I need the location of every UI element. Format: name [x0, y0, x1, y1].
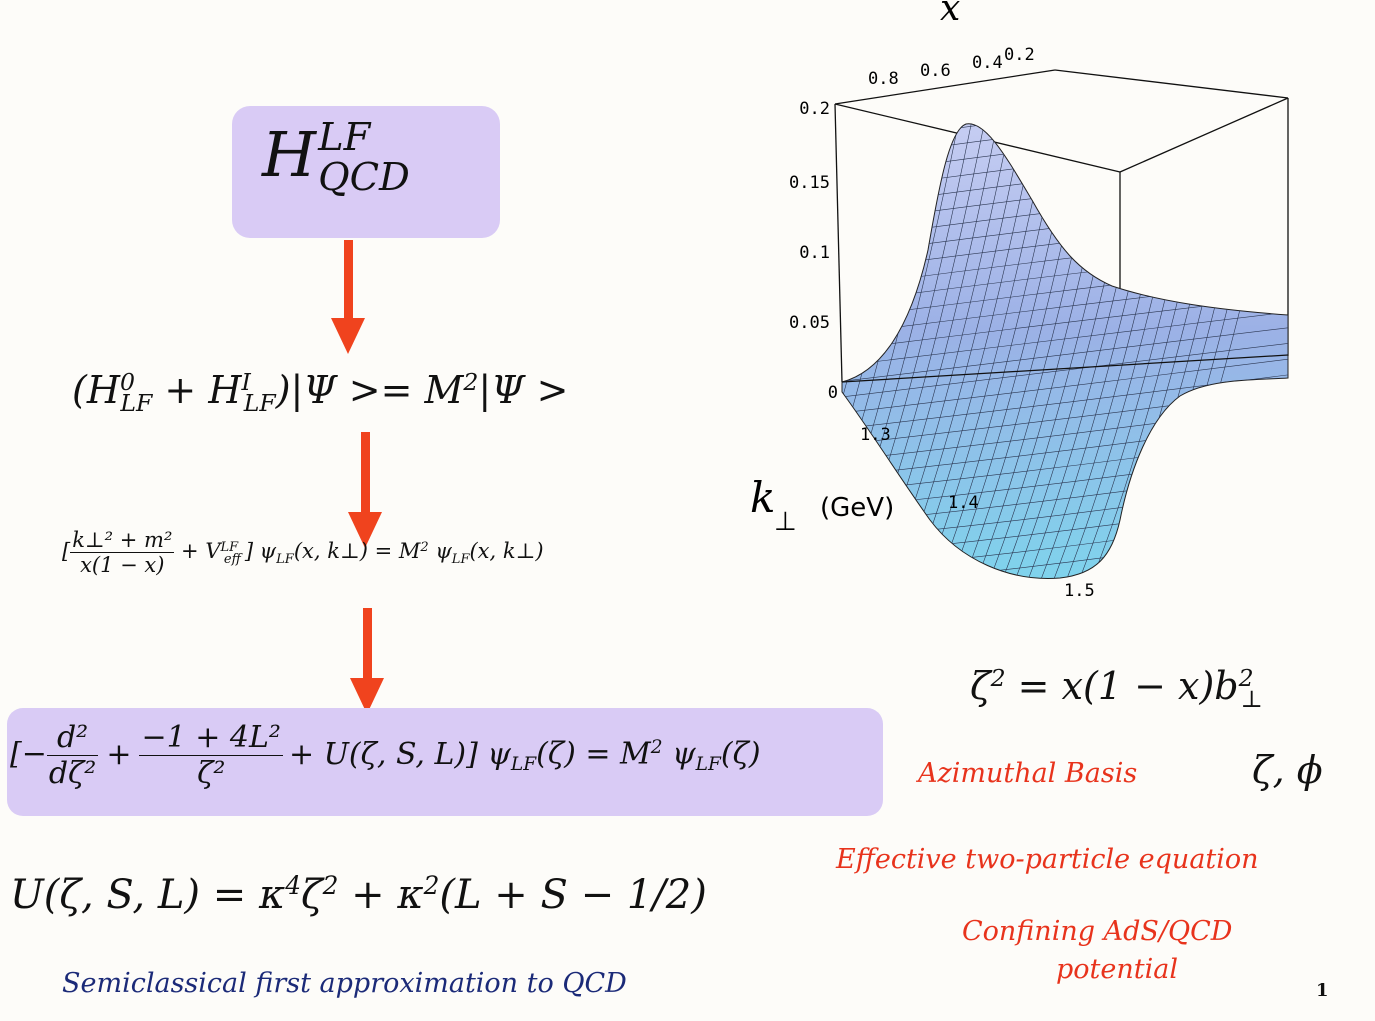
mesh-line	[842, 138, 1288, 199]
azimuthal-variables: ζ, ϕ	[1252, 748, 1323, 792]
lf-wave-equation: [k⊥² + m² x(1 − x) + VLFeff] ψLF(x, k⊥) =…	[62, 528, 544, 577]
hamiltonian-label: H LF QCD	[262, 115, 410, 201]
mesh-line	[842, 123, 1288, 183]
second-derivative: d² dζ²	[46, 720, 99, 791]
x-axis-label: x	[940, 0, 960, 29]
arrow-2-shaft	[361, 432, 370, 514]
mesh-line	[842, 123, 1288, 152]
z-tick-label: 0.15	[789, 173, 830, 193]
effective-equation-label: Effective two-particle equation	[836, 844, 1259, 875]
x-tick-label: 0.8	[868, 69, 899, 89]
z-tick-label: 0.1	[799, 243, 830, 263]
arrow-3-shaft	[363, 608, 372, 680]
holographic-equation: [− d² dζ² + −1 + 4L² ζ² + U(ζ, S, L)] ψLF(ζ) =…	[10, 720, 761, 791]
eigen-equation: (H0LF + HILF)|Ψ >= M2|Ψ >	[72, 368, 569, 418]
k-tick-label: 1.4	[948, 493, 979, 513]
mesh-line	[842, 169, 1288, 230]
k-axis-label: k ⊥ (GeV)	[750, 473, 894, 537]
mesh-line	[842, 357, 1288, 418]
azimuthal-basis-label: Azimuthal Basis	[918, 758, 1138, 789]
confining-potential-equation: U(ζ, S, L) = κ4ζ2 + κ2(L + S − 1/2)	[10, 871, 707, 918]
wavefunction-3d-plot: x 0.8 0.6 0.4 0.2 0.2 0.15 0.1 0.05 0 1.…	[750, 0, 1289, 601]
hamiltonian-box	[232, 106, 500, 238]
confining-label-line1: Confining AdS/QCD	[962, 916, 1233, 947]
k-tick-label: 1.3	[860, 425, 891, 445]
kinetic-fraction: k⊥² + m² x(1 − x)	[70, 528, 175, 577]
plot-box-front	[841, 354, 1289, 383]
x-tick-label: 0.6	[920, 61, 951, 81]
arrow-2-head	[348, 512, 382, 548]
svg-text:⊥: ⊥	[774, 507, 797, 537]
svg-text:(GeV): (GeV)	[820, 493, 894, 523]
mesh-line	[842, 326, 1288, 387]
holographic-equation-box	[7, 708, 883, 816]
arrow-1-shaft	[344, 240, 353, 320]
centrifugal-term: −1 + 4L² ζ²	[139, 720, 283, 791]
x-tick-label: 0.4	[972, 53, 1003, 73]
zeta-definition: ζ2 = x(1 − x)b2⊥	[970, 664, 1263, 714]
z-tick-label: 0.2	[799, 99, 830, 119]
z-tick-label: 0.05	[789, 313, 830, 333]
x-tick-label: 0.2	[1004, 45, 1035, 65]
page-number: 1	[1316, 980, 1329, 1001]
k-tick-label: 1.5	[1064, 581, 1095, 601]
svg-text:k: k	[750, 473, 775, 522]
mesh-line	[842, 153, 1288, 215]
mesh-line	[842, 123, 1288, 168]
confining-label-line2: potential	[1056, 954, 1178, 985]
arrow-1-head	[331, 318, 365, 354]
z-axis-ticks: 0.2 0.15 0.1 0.05 0	[789, 99, 838, 403]
x-axis-ticks: 0.8 0.6 0.4 0.2	[868, 45, 1035, 89]
z-tick-label: 0	[828, 383, 838, 403]
k-axis-ticks: 1.3 1.4 1.5	[860, 425, 1095, 601]
semiclassical-label: Semiclassical first approximation to QCD	[62, 968, 627, 999]
